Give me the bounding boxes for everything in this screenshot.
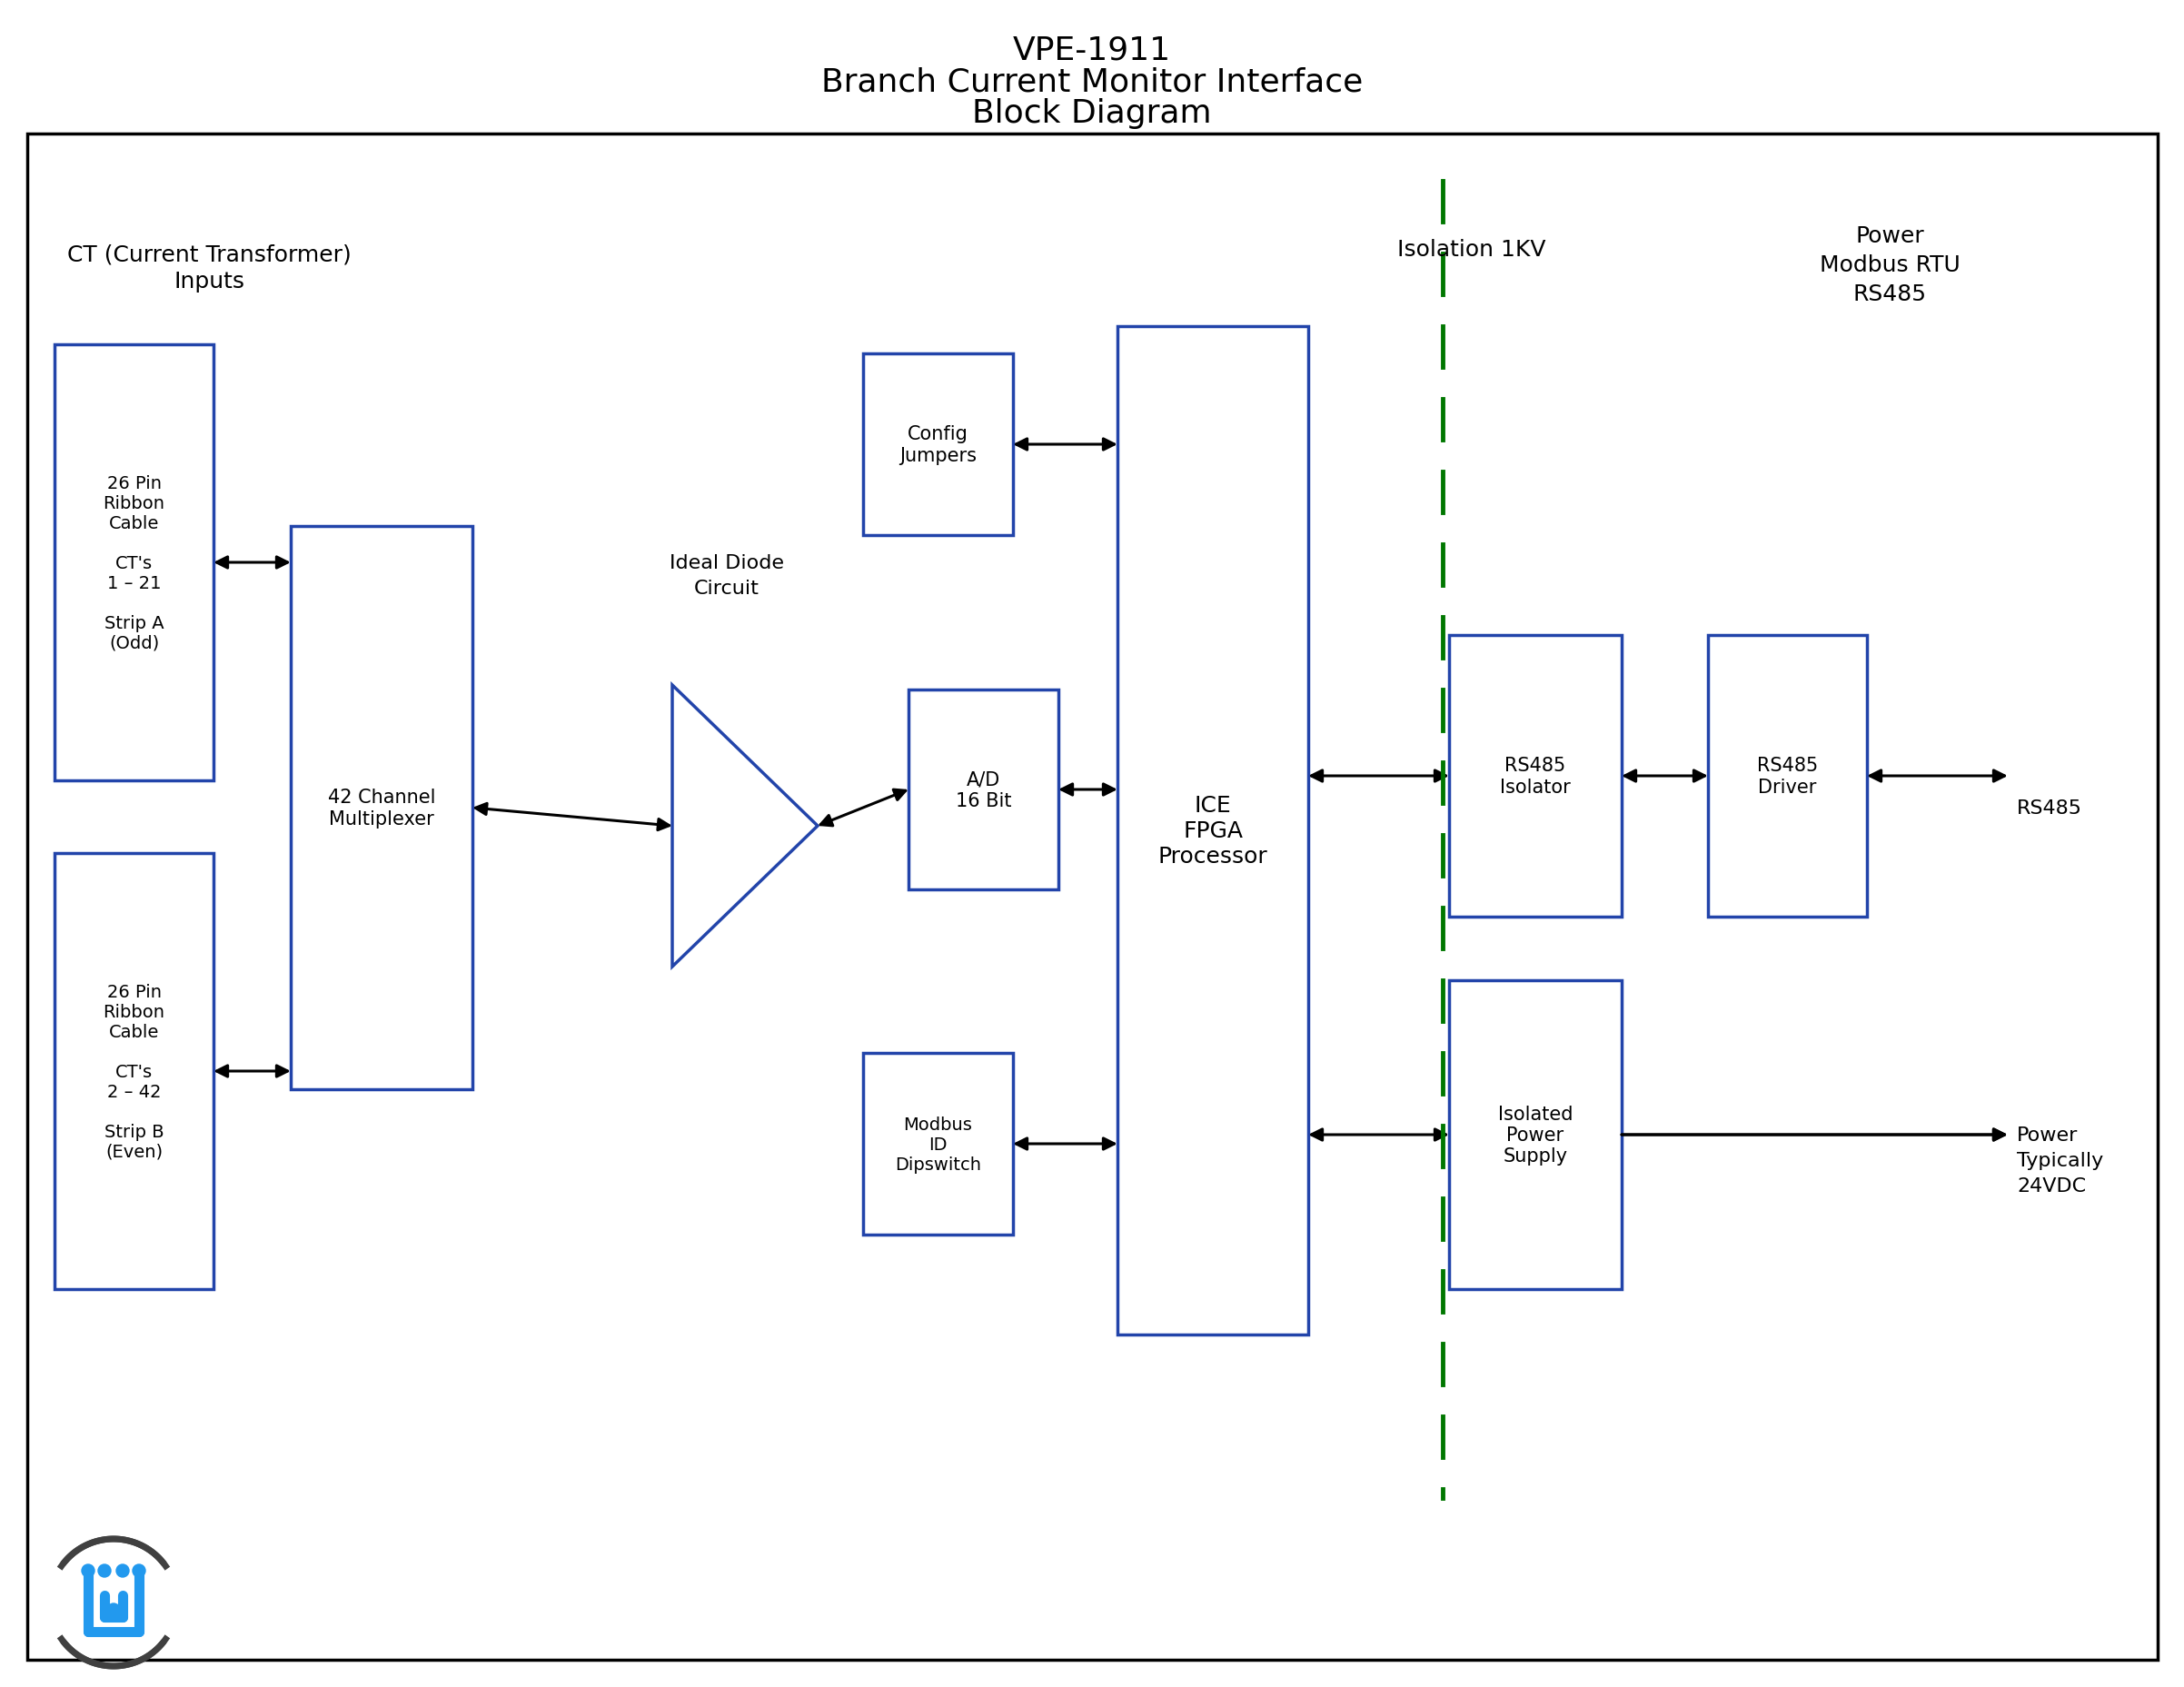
Text: Power: Power bbox=[2016, 1125, 2077, 1144]
Text: Circuit: Circuit bbox=[695, 579, 760, 597]
Text: A/D
16 Bit: A/D 16 Bit bbox=[957, 771, 1011, 810]
Text: Config
Jumpers: Config Jumpers bbox=[900, 425, 976, 464]
Text: Inputs: Inputs bbox=[173, 270, 245, 292]
Bar bbox=[1708, 636, 1867, 918]
Text: RS485
Isolator: RS485 Isolator bbox=[1500, 757, 1570, 796]
Polygon shape bbox=[673, 685, 817, 967]
Text: RS485: RS485 bbox=[2016, 800, 2081, 817]
Text: 42 Channel
Multiplexer: 42 Channel Multiplexer bbox=[328, 788, 435, 828]
Text: 24VDC: 24VDC bbox=[2016, 1178, 2086, 1194]
Text: Power: Power bbox=[1854, 224, 1924, 246]
Circle shape bbox=[107, 1603, 120, 1616]
Text: Block Diagram: Block Diagram bbox=[972, 98, 1212, 128]
Text: Ideal Diode: Ideal Diode bbox=[670, 553, 784, 572]
Text: Modbus
ID
Dipswitch: Modbus ID Dipswitch bbox=[895, 1115, 981, 1172]
Bar bbox=[863, 1053, 1013, 1235]
Circle shape bbox=[116, 1564, 129, 1577]
Bar bbox=[1118, 327, 1308, 1334]
Text: Modbus RTU: Modbus RTU bbox=[1819, 255, 1959, 277]
Text: Typically: Typically bbox=[2016, 1151, 2103, 1169]
Text: ICE
FPGA
Processor: ICE FPGA Processor bbox=[1158, 795, 1267, 867]
Text: Isolation 1KV: Isolation 1KV bbox=[1398, 240, 1546, 260]
Circle shape bbox=[81, 1564, 94, 1577]
Text: Isolated
Power
Supply: Isolated Power Supply bbox=[1498, 1105, 1572, 1166]
Bar bbox=[55, 346, 214, 781]
Text: VPE-1911: VPE-1911 bbox=[1013, 34, 1171, 66]
Circle shape bbox=[98, 1564, 111, 1577]
Bar bbox=[1448, 636, 1623, 918]
Bar bbox=[1448, 980, 1623, 1289]
Text: 26 Pin
Ribbon
Cable

CT's
2 – 42

Strip B
(Even): 26 Pin Ribbon Cable CT's 2 – 42 Strip B … bbox=[103, 984, 164, 1161]
Text: 26 Pin
Ribbon
Cable

CT's
1 – 21

Strip A
(Odd): 26 Pin Ribbon Cable CT's 1 – 21 Strip A … bbox=[103, 474, 164, 651]
Bar bbox=[863, 354, 1013, 536]
Circle shape bbox=[133, 1564, 146, 1577]
Text: RS485: RS485 bbox=[1852, 283, 1926, 305]
Text: CT (Current Transformer): CT (Current Transformer) bbox=[68, 243, 352, 265]
Bar bbox=[55, 854, 214, 1289]
Text: Branch Current Monitor Interface: Branch Current Monitor Interface bbox=[821, 66, 1363, 98]
Bar bbox=[290, 526, 472, 1090]
Text: RS485
Driver: RS485 Driver bbox=[1756, 757, 1817, 796]
Bar bbox=[909, 690, 1059, 889]
